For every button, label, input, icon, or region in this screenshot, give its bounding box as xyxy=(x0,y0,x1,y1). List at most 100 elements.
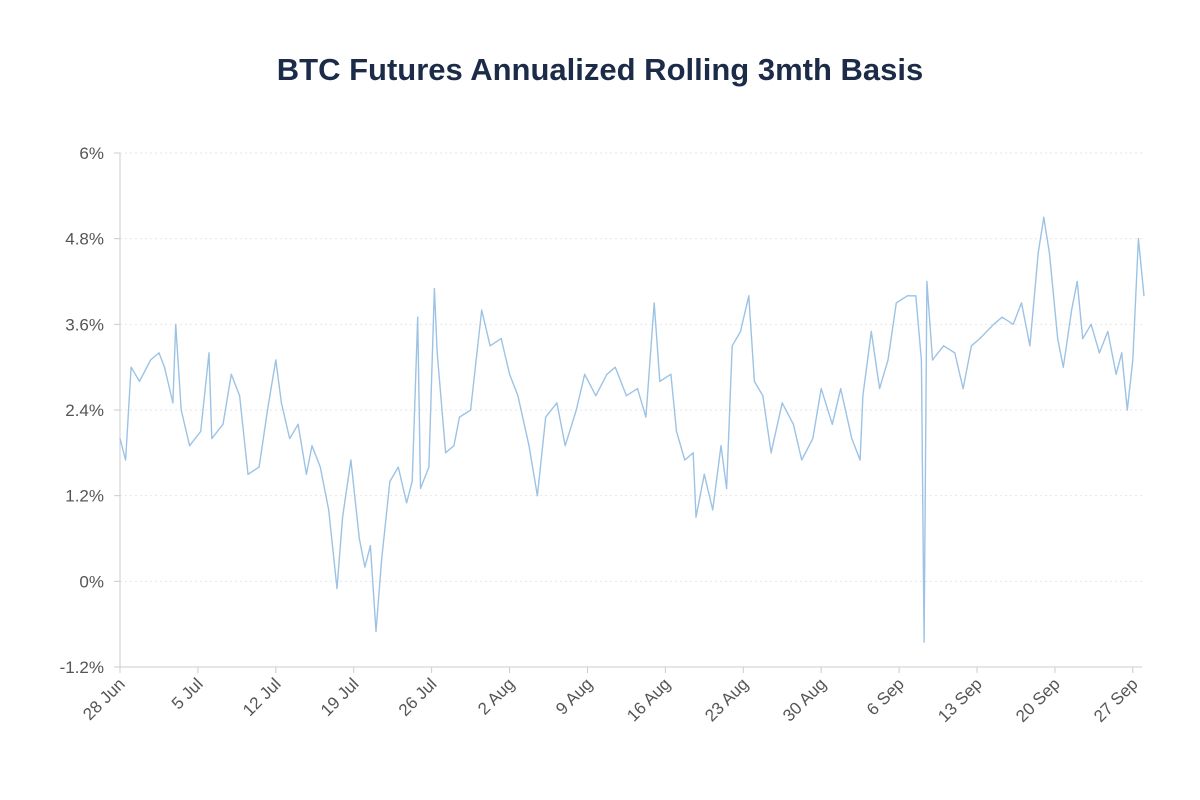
data-point xyxy=(150,359,152,361)
data-point xyxy=(419,487,422,490)
data-point xyxy=(1062,366,1064,368)
data-point xyxy=(1137,238,1139,240)
data-point xyxy=(280,402,282,404)
y-tick-label: 3.6% xyxy=(65,315,104,334)
x-tick-label: 19 Jul xyxy=(317,674,363,720)
data-point xyxy=(175,323,177,325)
data-point xyxy=(1082,338,1084,340)
data-point xyxy=(820,387,822,390)
data-point xyxy=(489,345,491,347)
data-point xyxy=(970,345,973,347)
data-point xyxy=(739,330,742,333)
data-point xyxy=(305,473,308,475)
data-point xyxy=(870,330,872,333)
data-point xyxy=(920,359,922,361)
data-point xyxy=(119,437,121,440)
data-point xyxy=(895,302,897,304)
data-point xyxy=(275,359,277,361)
gridlines xyxy=(120,152,1142,582)
data-point xyxy=(993,323,995,325)
y-tick-label: 6% xyxy=(79,144,104,163)
data-point xyxy=(584,373,586,375)
data-point xyxy=(1057,338,1059,340)
chart-title: BTC Futures Annualized Rolling 3mth Basi… xyxy=(276,52,924,87)
data-point xyxy=(1121,352,1123,354)
series-layer xyxy=(119,216,1145,643)
data-point xyxy=(453,445,455,447)
data-point xyxy=(1071,309,1073,311)
data-point xyxy=(428,466,430,468)
data-point xyxy=(1029,345,1031,347)
data-point xyxy=(695,516,697,518)
data-point xyxy=(684,459,686,461)
data-point xyxy=(606,373,608,375)
data-point xyxy=(319,466,321,468)
data-point xyxy=(1107,330,1109,333)
data-point xyxy=(247,473,249,475)
data-point xyxy=(1090,323,1092,325)
data-point xyxy=(369,545,372,547)
data-point xyxy=(575,409,577,411)
data-point xyxy=(188,445,191,447)
data-point xyxy=(389,480,391,482)
data-point xyxy=(923,641,925,643)
data-point xyxy=(753,380,756,383)
data-point xyxy=(748,295,750,297)
x-tick-label: 13 Sep xyxy=(934,674,986,726)
data-point xyxy=(979,338,981,340)
data-point xyxy=(1037,252,1039,254)
x-tick-label: 6 Sep xyxy=(863,674,908,719)
data-point xyxy=(1012,323,1014,325)
data-point xyxy=(138,380,141,383)
x-tick-label: 28 Jun xyxy=(79,674,129,724)
data-point xyxy=(1076,280,1078,283)
data-point xyxy=(222,423,224,425)
data-point xyxy=(887,359,889,361)
data-point xyxy=(328,509,330,511)
data-point xyxy=(258,466,260,468)
data-point xyxy=(851,437,853,440)
data-point xyxy=(931,359,934,361)
data-point xyxy=(469,409,472,411)
data-point xyxy=(725,487,728,490)
data-point xyxy=(859,459,861,461)
y-tick-label: -1.2% xyxy=(60,658,104,677)
data-point xyxy=(536,495,538,497)
data-point xyxy=(792,423,794,425)
data-point xyxy=(397,466,399,468)
data-point xyxy=(380,559,383,561)
data-point xyxy=(411,480,413,482)
data-point xyxy=(508,373,511,375)
data-point xyxy=(659,380,661,383)
data-point xyxy=(954,352,956,354)
axes: -1.2% 0% 1.2% 2.4% 3.6% 4.8% 6% 28 Jun 5 Jul 12 J… xyxy=(60,144,1142,726)
x-tick-label: 2 Aug xyxy=(474,674,518,718)
data-point xyxy=(1115,373,1117,375)
data-point xyxy=(1098,352,1101,354)
data-point xyxy=(564,445,566,447)
data-point xyxy=(614,366,616,368)
data-point xyxy=(417,316,419,318)
data-point xyxy=(130,366,132,368)
data-point xyxy=(211,437,213,440)
data-point xyxy=(1048,252,1050,254)
data-point xyxy=(158,352,160,354)
x-tick-label: 20 Sep xyxy=(1012,674,1064,726)
data-point xyxy=(289,437,291,440)
data-point xyxy=(1143,295,1145,297)
data-point xyxy=(1043,216,1045,218)
data-point xyxy=(1001,316,1003,318)
data-point xyxy=(436,352,438,354)
data-point xyxy=(906,295,909,297)
data-point xyxy=(433,288,436,290)
data-point xyxy=(375,630,377,632)
data-point xyxy=(342,516,344,518)
y-tick-label: 1.2% xyxy=(65,487,104,506)
data-point xyxy=(458,416,461,418)
data-point xyxy=(124,459,127,461)
data-point xyxy=(358,537,360,540)
data-point xyxy=(208,352,210,354)
data-point xyxy=(172,402,174,404)
data-point xyxy=(762,395,764,397)
